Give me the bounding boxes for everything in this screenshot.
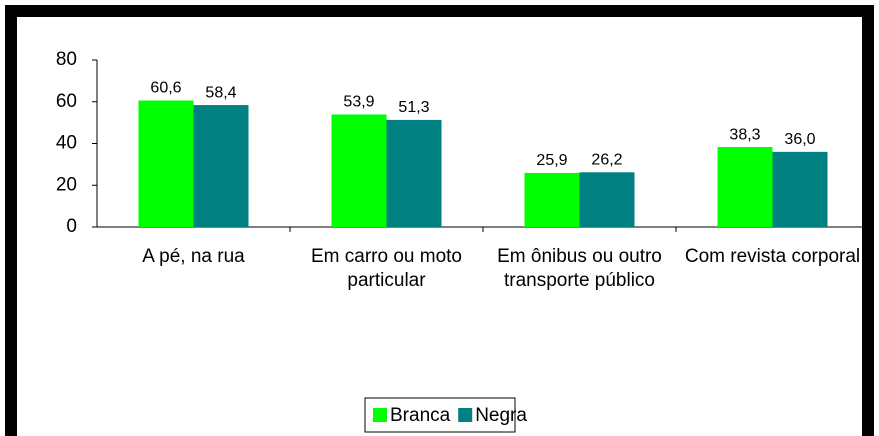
x-tick-label: A pé, na rua: [142, 246, 245, 267]
y-tick-label: 80: [56, 49, 77, 70]
x-tick-label: Em carro ou moto particular: [311, 246, 462, 291]
x-tick-label-box: Em ônibus ou outro transporte público: [497, 246, 662, 291]
data-label: 36,0: [784, 131, 815, 148]
data-label: 51,3: [398, 99, 429, 116]
legend-label: Branca: [390, 405, 451, 426]
x-tick-label-box: Com revista corporal: [684, 246, 861, 267]
x-tick-label-box: A pé, na rua: [142, 246, 245, 267]
data-label: 38,3: [729, 126, 760, 143]
data-label: 53,9: [343, 94, 374, 111]
data-label: 26,2: [591, 152, 622, 169]
legend-swatch: [373, 408, 387, 422]
x-tick-label-box: Em carro ou moto particular: [311, 246, 462, 291]
bar: [524, 172, 580, 227]
x-tick-label: Em ônibus ou outro transporte público: [497, 246, 662, 291]
y-tick-label: 0: [66, 216, 77, 237]
data-label: 58,4: [205, 84, 236, 101]
legend-swatch: [458, 408, 473, 422]
bar: [193, 105, 249, 227]
bar: [138, 100, 194, 227]
data-label: 60,6: [150, 80, 181, 97]
data-label: 25,9: [536, 152, 567, 169]
bar: [772, 151, 828, 227]
legend-box: [364, 397, 516, 433]
bar: [331, 114, 387, 227]
y-tick-label: 40: [56, 133, 77, 154]
bar: [579, 172, 635, 227]
bar: [717, 147, 773, 227]
y-tick-label: 60: [56, 91, 77, 112]
legend-label: Negra: [475, 405, 527, 426]
y-tick-label: 20: [56, 174, 77, 195]
x-tick-label: Com revista corporal: [684, 246, 861, 267]
bar: [386, 119, 442, 227]
